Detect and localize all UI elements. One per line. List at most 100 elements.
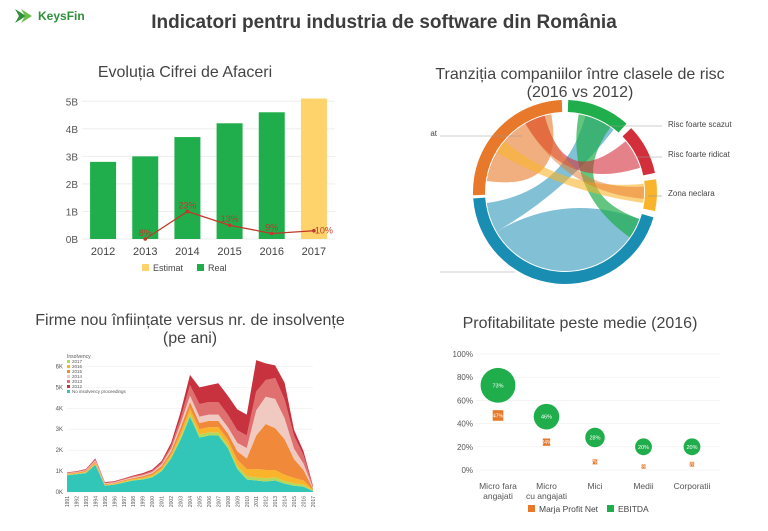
legend-swatch <box>67 380 70 383</box>
x-tick-label: Mici <box>587 481 602 491</box>
y-tick-label: 4K <box>56 406 63 412</box>
insolvency-chart-title-line-1: Firme nou înființate versus nr. de insol… <box>35 312 345 329</box>
legend-label-real: Real <box>208 263 227 273</box>
x-tick-label: 2016 <box>260 246 284 258</box>
x-tick-label: angajati <box>483 491 513 501</box>
legend-swatch-ebitda <box>607 505 614 512</box>
insolvency-area-chart: 0K 1K 2K 3K 4K 5K 6K 1991 1992 1993 1994 1995 1996 19… <box>56 354 317 507</box>
y-tick-label: 4B <box>66 125 79 136</box>
bar-real <box>216 123 243 239</box>
legend-label: No insolvency proceedings <box>72 389 127 394</box>
brand-name: KeysFin <box>38 9 85 23</box>
ebitda-label: 20% <box>638 445 649 451</box>
x-tick-label: Micro fara <box>479 481 517 491</box>
risk-chart-title: Tranziția companiilor între clasele de r… <box>410 66 750 102</box>
legend-label: 2017 <box>72 359 83 364</box>
area-series <box>67 360 313 487</box>
profit-label: 5% <box>688 462 696 468</box>
x-tick-label: 2009 <box>235 496 241 507</box>
y-tick-label: 100% <box>453 350 473 359</box>
chord-arc <box>473 100 563 196</box>
revenue-chart-title: Evoluția Cifrei de Afaceri <box>97 64 273 81</box>
x-tick-label: 2004 <box>188 496 194 507</box>
x-tick-label: 1999 <box>141 496 147 507</box>
area-series <box>67 413 313 491</box>
ebitda-label: 20% <box>686 445 697 451</box>
chord-ribbon <box>496 208 640 271</box>
x-tick-label: 2012 <box>91 246 115 258</box>
chord-arc <box>567 100 627 133</box>
x-tick-label: 1996 <box>112 496 118 507</box>
revenue-bar-chart: 0B 1B 2B 3B 4B 5B 2012 2013 2014 2015 2016 2017 8% 23… <box>66 97 335 273</box>
chord-class-label: Zona neclara <box>668 189 715 198</box>
y-tick-label: 3K <box>56 427 63 433</box>
ebitda-label: 46% <box>541 415 552 421</box>
y-tick-label: 0B <box>66 235 79 246</box>
x-tick-label: 2017 <box>302 246 326 258</box>
growth-point <box>143 237 148 241</box>
profit-marker <box>542 438 551 446</box>
x-tick-label: 1998 <box>131 496 137 507</box>
legend-label-ebitda: EBITDA <box>618 504 649 514</box>
growth-label: 10% <box>315 226 333 236</box>
x-tick-label: 2005 <box>197 496 203 507</box>
profit-bubble-chart: 0% 20% 40% 60% 80% 100% 73% 47% Micro faraangaja… <box>453 350 720 514</box>
legend-label: 2014 <box>72 374 83 379</box>
bar-real <box>174 137 201 239</box>
growth-label: 8% <box>139 228 152 238</box>
page-title: Indicatori pentru industria de software … <box>151 12 617 33</box>
risk-chart-title-line-2: (2016 vs 2012) <box>526 84 634 101</box>
ebitda-bubble <box>480 367 516 403</box>
profit-marker <box>492 410 504 421</box>
x-tick-label: 2014 <box>283 496 289 507</box>
bar-estimat <box>300 98 327 239</box>
chord-arc <box>643 179 657 212</box>
x-tick-label: 2014 <box>175 246 199 258</box>
growth-label: 13% <box>221 214 239 224</box>
x-tick-label: 2012 <box>264 496 270 507</box>
x-tick-label: 2006 <box>207 496 213 507</box>
legend-swatch-estimat <box>142 264 149 271</box>
chord-ribbon <box>525 115 644 199</box>
insolvency-chart-title-line-2: (pe ani) <box>162 330 218 347</box>
x-tick-label: 1994 <box>93 496 99 507</box>
x-tick-label: Corporatii <box>674 481 711 491</box>
legend-label: 2013 <box>72 379 83 384</box>
ebitda-bubble <box>585 427 605 448</box>
legend-title: Insolvency <box>67 354 91 360</box>
profit-label: 3% <box>640 465 648 471</box>
x-tick-label: 2003 <box>179 496 185 507</box>
legend-swatch-profit <box>528 505 535 512</box>
y-tick-label: 2B <box>66 180 79 191</box>
keysfin-logo-icon <box>15 9 32 23</box>
x-tick-label: 1992 <box>74 496 80 507</box>
chord-class-label: Risc foarte ridicat <box>668 150 731 159</box>
growth-point <box>312 228 316 233</box>
ebitda-label: 28% <box>589 436 600 442</box>
x-tick-label: cu angajati <box>526 491 567 501</box>
area-series <box>67 408 313 491</box>
y-tick-label: 80% <box>457 373 473 382</box>
ebitda-bubble <box>635 438 652 456</box>
y-tick-label: 2K <box>56 448 63 454</box>
insolvency-chart-title: Firme nou înființate versus nr. de insol… <box>20 312 360 348</box>
legend-swatch <box>67 365 70 368</box>
area-series <box>67 416 313 492</box>
x-tick-label: Micro <box>536 481 557 491</box>
chord-ribbon <box>576 114 640 238</box>
y-tick-label: 20% <box>457 443 473 452</box>
x-tick-label: 2013 <box>273 496 279 507</box>
risk-chart-title-line-1: Tranziția companiilor între clasele de r… <box>435 66 725 83</box>
legend-label-estimat: Estimat <box>153 263 184 273</box>
chord-ribbon <box>525 115 641 175</box>
legend-label-profit: Marja Profit Net <box>539 504 599 514</box>
x-tick-label: 1993 <box>84 496 90 507</box>
y-tick-label: 0% <box>461 466 473 475</box>
x-tick-label: 2001 <box>160 496 166 507</box>
y-tick-label: 6K <box>56 364 63 370</box>
legend-swatch <box>67 390 70 393</box>
x-tick-label: 2015 <box>292 496 298 507</box>
chord-class-label: Risc ridicat <box>430 129 438 138</box>
profit-label: 24% <box>541 440 552 446</box>
x-tick-label: 2008 <box>226 496 232 507</box>
